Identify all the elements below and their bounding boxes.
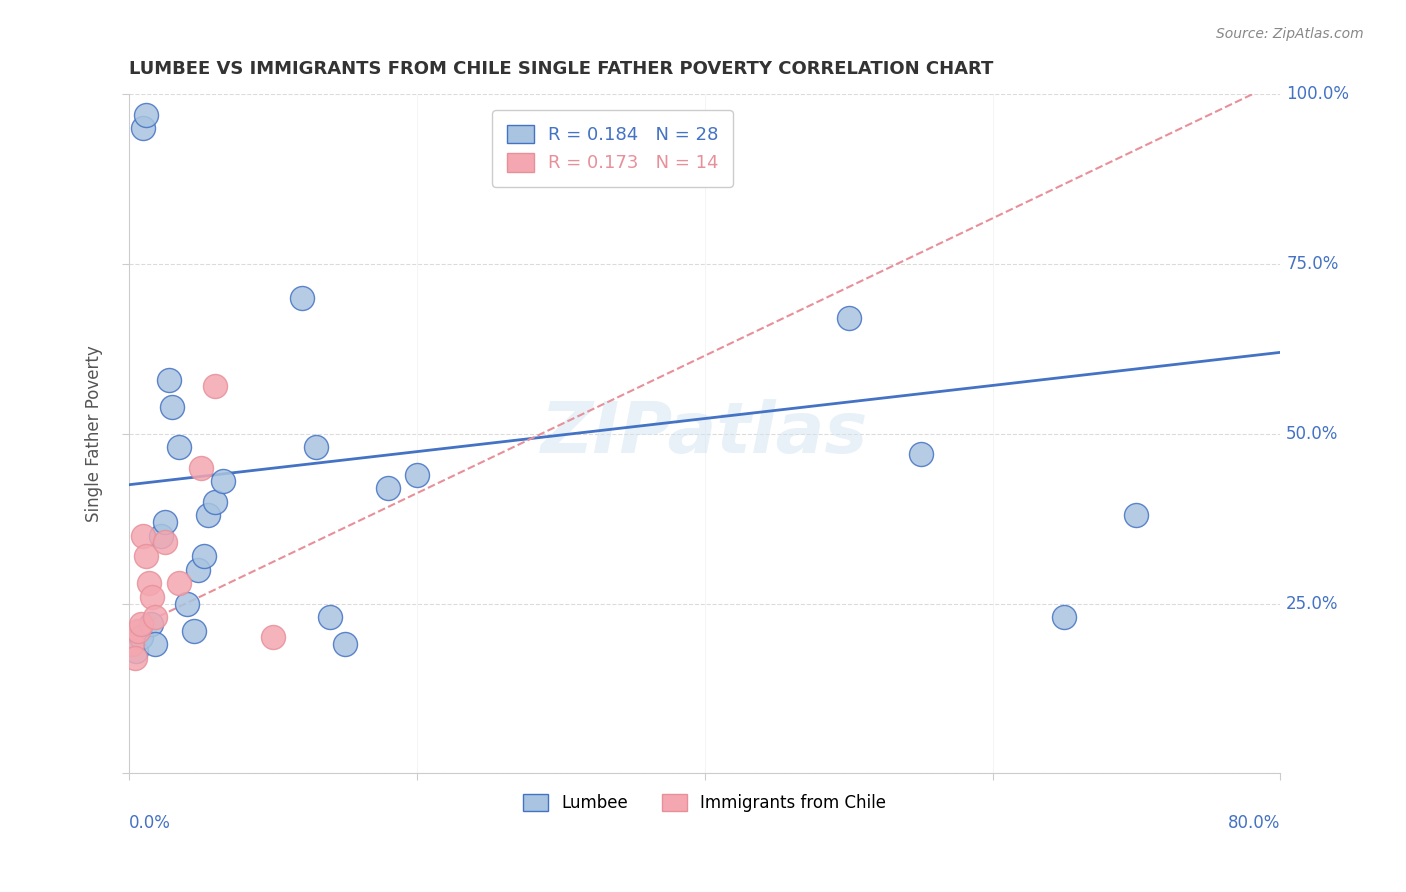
Point — [211, 475, 233, 489]
Point — [305, 441, 328, 455]
Point — [153, 515, 176, 529]
Point — [139, 616, 162, 631]
Point — [910, 447, 932, 461]
Point — [149, 528, 172, 542]
Point — [193, 549, 215, 563]
Point — [132, 528, 155, 542]
Text: 80.0%: 80.0% — [1227, 814, 1281, 832]
Text: 25.0%: 25.0% — [1286, 594, 1339, 613]
Point — [143, 637, 166, 651]
Text: 50.0%: 50.0% — [1286, 425, 1339, 442]
Point — [1125, 508, 1147, 523]
Point — [333, 637, 356, 651]
Point — [135, 549, 157, 563]
Point — [176, 597, 198, 611]
Point — [319, 610, 342, 624]
Point — [124, 650, 146, 665]
Point — [190, 460, 212, 475]
Point — [157, 372, 180, 386]
Point — [262, 631, 284, 645]
Point — [129, 616, 152, 631]
Point — [169, 576, 191, 591]
Point — [405, 467, 427, 482]
Point — [138, 576, 160, 591]
Point — [187, 563, 209, 577]
Text: 100.0%: 100.0% — [1286, 86, 1350, 103]
Point — [132, 121, 155, 136]
Point — [204, 379, 226, 393]
Point — [160, 400, 183, 414]
Legend: Lumbee, Immigrants from Chile: Lumbee, Immigrants from Chile — [516, 788, 893, 819]
Point — [838, 311, 860, 326]
Text: Source: ZipAtlas.com: Source: ZipAtlas.com — [1216, 27, 1364, 41]
Point — [291, 291, 314, 305]
Point — [197, 508, 219, 523]
Point — [141, 590, 163, 604]
Point — [169, 441, 191, 455]
Point — [153, 535, 176, 549]
Text: LUMBEE VS IMMIGRANTS FROM CHILE SINGLE FATHER POVERTY CORRELATION CHART: LUMBEE VS IMMIGRANTS FROM CHILE SINGLE F… — [129, 60, 994, 78]
Point — [183, 624, 205, 638]
Text: ZIPatlas: ZIPatlas — [541, 400, 869, 468]
Point — [1053, 610, 1076, 624]
Point — [377, 481, 399, 495]
Y-axis label: Single Father Poverty: Single Father Poverty — [86, 345, 103, 522]
Point — [125, 644, 148, 658]
Text: 0.0%: 0.0% — [129, 814, 172, 832]
Point — [121, 637, 143, 651]
Point — [129, 631, 152, 645]
Point — [127, 624, 149, 638]
Point — [204, 494, 226, 508]
Point — [135, 108, 157, 122]
Text: 75.0%: 75.0% — [1286, 255, 1339, 273]
Point — [143, 610, 166, 624]
